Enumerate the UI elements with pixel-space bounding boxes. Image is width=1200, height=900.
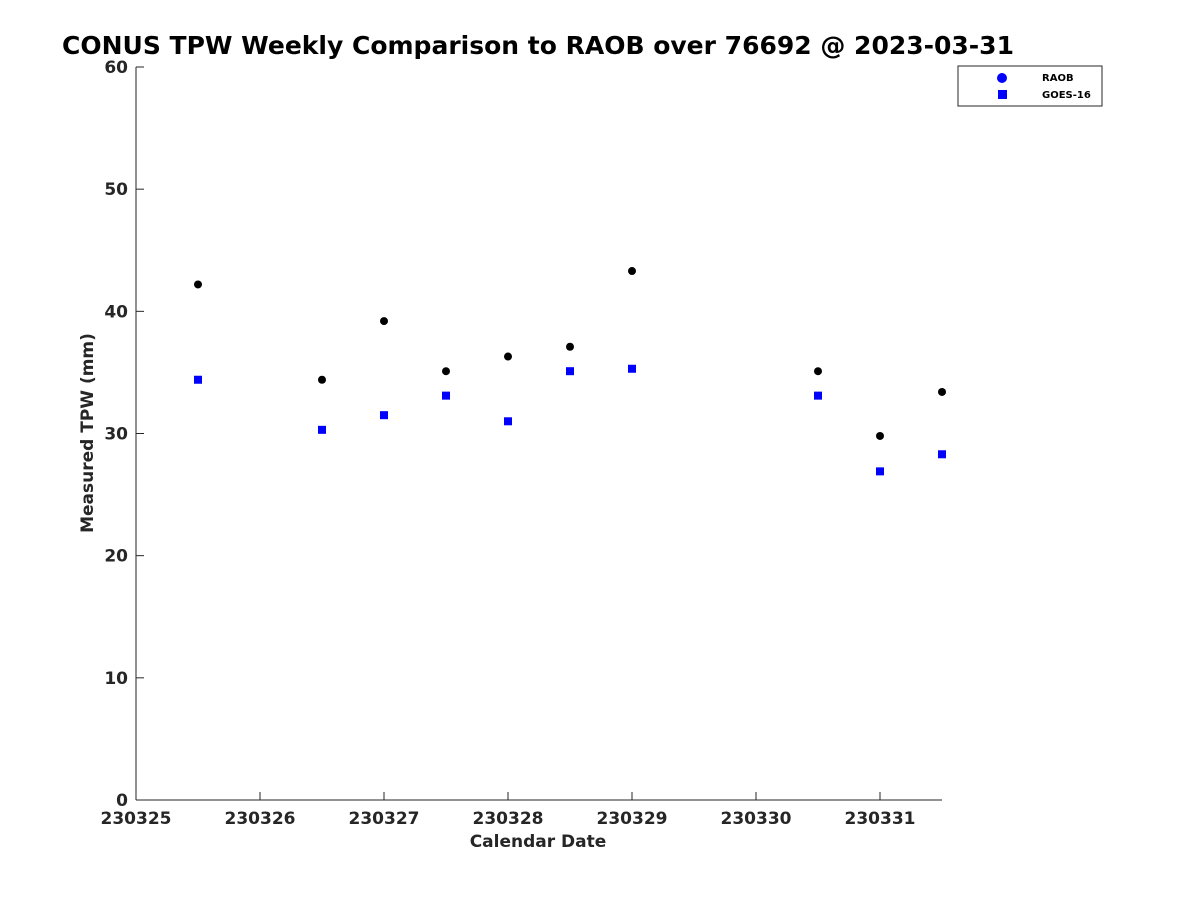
point-raob: [938, 387, 946, 396]
point-goes16: [504, 417, 512, 426]
point-raob: [318, 375, 326, 384]
point-goes16: [380, 411, 388, 420]
point-raob: [876, 431, 884, 440]
x-tick-label: 230326: [225, 809, 296, 829]
legend-box: [957, 65, 1103, 107]
point-goes16: [194, 375, 202, 384]
legend-marker-goes16: [998, 90, 1007, 99]
x-tick-label: 230328: [473, 809, 544, 829]
y-tick-label: 30: [104, 425, 128, 445]
point-raob: [380, 317, 388, 326]
x-axis-label: Calendar Date: [470, 832, 607, 852]
point-raob: [628, 267, 636, 276]
y-axis-label: Measured TPW (mm): [78, 333, 98, 533]
point-raob: [504, 352, 512, 361]
point-goes16: [938, 450, 946, 459]
legend-label-goes16: GOES-16: [1042, 90, 1091, 101]
point-goes16: [442, 391, 450, 400]
point-raob: [442, 367, 450, 376]
y-tick-label: 10: [104, 669, 128, 689]
x-tick-label: 230325: [101, 809, 172, 829]
data-points: [194, 267, 946, 476]
x-tick-label: 230331: [845, 809, 916, 829]
x-tick-label: 230330: [721, 809, 792, 829]
legend-label-raob: RAOB: [1042, 73, 1074, 84]
legend-marker-raob: [997, 73, 1007, 83]
point-raob: [194, 280, 202, 289]
y-axis-ticks: 0 10 20 30 40 50 60: [104, 58, 144, 811]
point-goes16: [876, 467, 884, 476]
y-tick-label: 40: [104, 302, 128, 322]
y-tick-label: 60: [104, 58, 128, 78]
legend: RAOB GOES-16: [957, 65, 1103, 107]
x-axis-ticks: 230325 230326 230327 230328 230329 230330 2303…: [101, 792, 916, 829]
axes: [135, 67, 942, 801]
x-tick-label: 230327: [349, 809, 420, 829]
x-tick-label: 230329: [597, 809, 668, 829]
y-tick-label: 0: [116, 791, 128, 811]
point-raob: [566, 342, 574, 351]
point-raob: [814, 367, 822, 376]
point-goes16: [318, 425, 326, 434]
point-goes16: [566, 367, 574, 376]
chart-title: CONUS TPW Weekly Comparison to RAOB over…: [62, 31, 1014, 60]
y-tick-label: 20: [104, 547, 128, 567]
y-tick-label: 50: [104, 180, 128, 200]
point-goes16: [814, 391, 822, 400]
point-goes16: [628, 364, 636, 373]
